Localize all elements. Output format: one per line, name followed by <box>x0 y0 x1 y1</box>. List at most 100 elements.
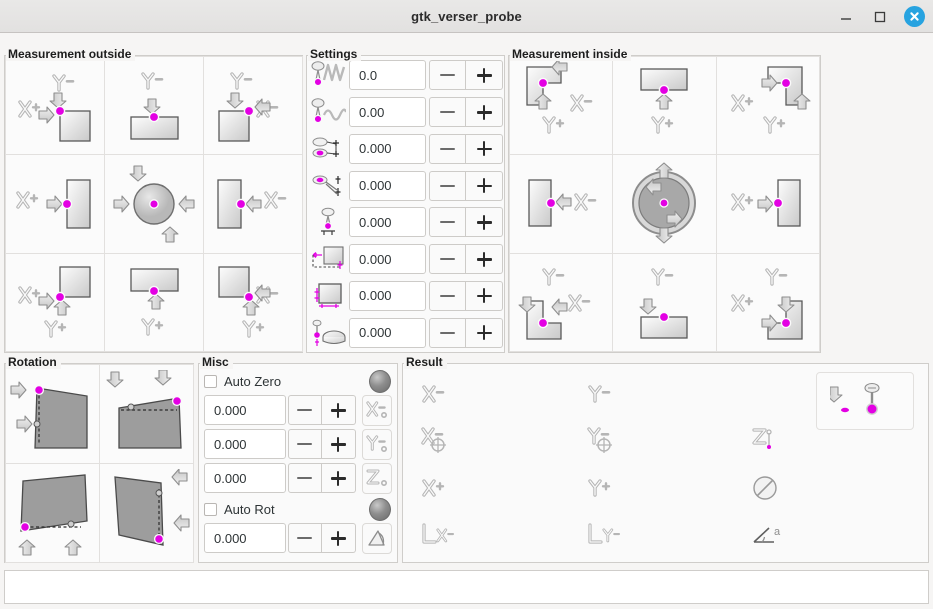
probe-edge-x-minus-right[interactable] <box>202 154 303 254</box>
auto-rot-checkbox[interactable] <box>204 502 217 516</box>
result-x-minus <box>421 370 587 417</box>
measurement-outside-panel: Measurement outside <box>4 47 303 353</box>
block-xy-clearance-icon <box>308 244 348 274</box>
result-y-plus <box>587 464 753 511</box>
set-z-zero-input[interactable]: 0.000 <box>204 463 286 493</box>
xy-clearance-input[interactable]: 0.000 <box>349 244 426 275</box>
auto-rot-label: Auto Rot <box>224 501 275 517</box>
probe-corner-x-minus-y-minus-top-right[interactable] <box>202 55 303 156</box>
probe-z-touch-icon <box>830 382 880 415</box>
xy-clearance-decrement[interactable] <box>429 244 466 275</box>
minimize-icon[interactable] <box>836 7 856 27</box>
inside-corner-x-plus-y-plus-top-right[interactable] <box>715 55 821 156</box>
edge-length-decrement[interactable] <box>429 280 466 311</box>
probe-corner-x-minus-y-plus-bottom-right[interactable] <box>202 252 303 353</box>
settings-panel: Settings 0.0 <box>306 47 505 353</box>
probe-latch-icon <box>308 207 348 237</box>
inside-corner-x-minus-y-plus-top-left[interactable] <box>508 55 614 156</box>
set-x-zero-input[interactable]: 0.000 <box>204 395 286 425</box>
inside-edge-x-plus-right[interactable] <box>715 154 821 254</box>
xy-clearance-increment[interactable] <box>466 244 503 275</box>
latch-return-distance-decrement[interactable] <box>429 207 466 238</box>
set-rotation-button[interactable] <box>361 522 392 554</box>
set-rotation-decrement[interactable] <box>287 523 322 553</box>
status-log[interactable] <box>4 570 929 604</box>
set-y-zero-increment[interactable] <box>321 429 356 459</box>
inside-corner-x-plus-y-minus-bottom-right[interactable] <box>715 252 821 353</box>
inside-corner-x-minus-y-minus-bottom-left[interactable] <box>508 252 614 353</box>
inside-hole-center[interactable] <box>612 154 717 254</box>
maximize-icon[interactable] <box>870 7 890 27</box>
rotation-probe-left-edge[interactable] <box>4 363 100 464</box>
probe-tip-diameter-decrement[interactable] <box>429 317 466 348</box>
measurement-inside-legend: Measurement inside <box>510 47 632 61</box>
search-velocity-decrement[interactable] <box>429 60 466 91</box>
measure-velocity-increment[interactable] <box>466 97 503 128</box>
max-xy-distance-input[interactable]: 0.000 <box>349 133 426 164</box>
set-rotation-increment[interactable] <box>321 523 356 553</box>
set-y-zero-decrement[interactable] <box>287 429 322 459</box>
probe-circle-outside-center[interactable] <box>103 154 204 254</box>
result-label-grid: a <box>403 364 928 562</box>
measure-velocity-decrement[interactable] <box>429 97 466 128</box>
measurement-outside-legend: Measurement outside <box>6 47 136 61</box>
close-icon[interactable] <box>904 6 925 27</box>
measure-velocity-input[interactable]: 0.00 <box>349 97 426 128</box>
set-y-zero-input[interactable]: 0.000 <box>204 429 286 459</box>
set-z-zero-button[interactable] <box>361 462 392 494</box>
rotation-probe-right-edge[interactable] <box>98 462 194 563</box>
latch-return-distance-increment[interactable] <box>466 207 503 238</box>
result-preview-tile[interactable] <box>816 372 914 430</box>
title-bar: gtk_verser_probe <box>0 0 933 33</box>
setting-row-max-xy-distance: 0.000 <box>308 131 503 168</box>
auto-zero-led <box>369 369 391 393</box>
misc-panel: Misc Auto Zero 0.000 0.000 <box>198 355 398 563</box>
rotation-probe-top-edge[interactable] <box>98 363 194 464</box>
auto-zero-checkbox[interactable] <box>204 374 217 388</box>
set-x-zero-increment[interactable] <box>321 395 356 425</box>
latch-return-distance-input[interactable]: 0.000 <box>349 207 426 238</box>
probe-edge-x-plus-left[interactable] <box>4 154 105 254</box>
inside-edge-y-plus-top[interactable] <box>612 55 717 156</box>
set-z-zero-decrement[interactable] <box>287 463 322 493</box>
probe-tip-diameter-input[interactable]: 0.000 <box>349 317 426 348</box>
inside-edge-x-minus-left[interactable] <box>508 154 614 254</box>
setting-row-probe-tip-diameter: 0.000 <box>308 314 503 351</box>
misc-row-set-z-zero: 0.000 <box>204 462 392 494</box>
set-y-zero-button[interactable] <box>361 428 392 460</box>
settings-spin-list: 0.0 0.00 <box>307 56 504 352</box>
set-z-zero-increment[interactable] <box>321 463 356 493</box>
result-angle: a <box>752 511 918 558</box>
max-z-distance-decrement[interactable] <box>429 170 466 201</box>
result-y-center <box>586 417 753 464</box>
result-ly <box>587 511 753 558</box>
max-z-distance-input[interactable]: 0.000 <box>349 170 426 201</box>
max-xy-distance-decrement[interactable] <box>429 133 466 164</box>
svg-text:a: a <box>774 526 781 538</box>
misc-row-set-rotation: 0.000 <box>204 522 392 554</box>
rotation-probe-bottom-edge[interactable] <box>4 462 100 563</box>
window-title: gtk_verser_probe <box>411 8 522 24</box>
misc-row-set-y-zero: 0.000 <box>204 428 392 460</box>
result-x-center <box>421 417 587 464</box>
setting-row-search-velocity: 0.0 <box>308 57 503 94</box>
probe-edge-y-plus-bottom[interactable] <box>103 252 204 353</box>
setting-row-edge-length: 0.000 <box>308 278 503 315</box>
search-velocity-increment[interactable] <box>466 60 503 91</box>
set-x-zero-button[interactable] <box>361 394 392 426</box>
probe-edge-y-minus-top[interactable] <box>103 55 204 156</box>
probe-xy-distance-icon <box>308 134 348 164</box>
edge-length-increment[interactable] <box>466 280 503 311</box>
probe-tip-diameter-increment[interactable] <box>466 317 503 348</box>
probe-corner-x-plus-y-minus-top-left[interactable] <box>4 55 105 156</box>
search-velocity-input[interactable]: 0.0 <box>349 60 426 91</box>
set-rotation-input[interactable]: 0.000 <box>204 523 286 553</box>
max-z-distance-increment[interactable] <box>466 170 503 201</box>
set-x-zero-decrement[interactable] <box>287 395 322 425</box>
max-xy-distance-increment[interactable] <box>466 133 503 164</box>
probe-corner-x-plus-y-plus-bottom-left[interactable] <box>4 252 105 353</box>
settings-legend: Settings <box>308 47 362 61</box>
inside-edge-y-minus-bottom[interactable] <box>612 252 717 353</box>
edge-length-input[interactable]: 0.000 <box>349 280 426 311</box>
misc-row-set-x-zero: 0.000 <box>204 394 392 426</box>
